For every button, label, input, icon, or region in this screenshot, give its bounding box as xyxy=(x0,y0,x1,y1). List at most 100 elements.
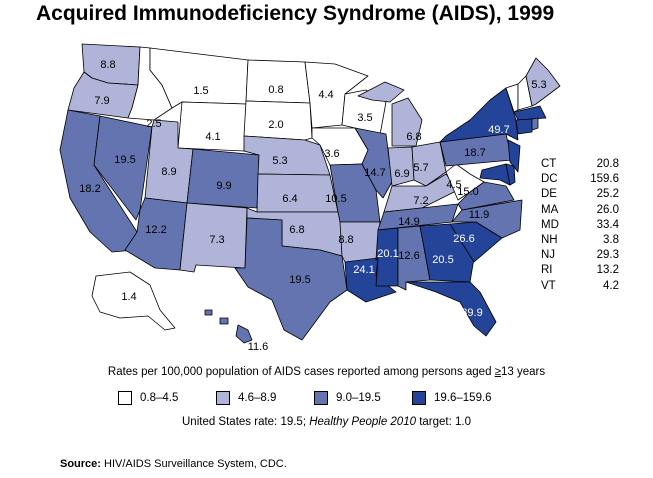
legend-item: 4.6–8.9 xyxy=(216,391,314,405)
state-label-va: 15.0 xyxy=(457,186,478,198)
caption-text: Rates per 100,000 population of AIDS cas… xyxy=(107,366,495,378)
state-value: 13.2 xyxy=(596,264,619,277)
state-de xyxy=(505,163,516,186)
state-label-ak: 1.4 xyxy=(121,291,136,303)
state-abbr: DE xyxy=(541,188,557,201)
caption-suffix: 13 years xyxy=(501,366,546,378)
state-label-la: 24.1 xyxy=(353,264,374,276)
state-fl xyxy=(405,281,497,337)
legend-label: 4.6–8.9 xyxy=(238,392,277,404)
state-abbr: RI xyxy=(541,264,553,277)
state-label-in: 6.9 xyxy=(394,168,409,180)
small-state-row: NJ 29.3 xyxy=(541,248,619,263)
small-state-row: DE 25.2 xyxy=(541,187,619,202)
small-state-row: MA 26.0 xyxy=(541,203,619,218)
small-state-row: RI 13.2 xyxy=(541,263,619,278)
state-nv xyxy=(93,115,153,221)
state-in xyxy=(387,146,415,187)
state-ma xyxy=(513,105,547,121)
source-text: HIV/AIDS Surveillance System, CDC. xyxy=(100,458,287,470)
legend-swatch xyxy=(216,391,230,405)
state-ak xyxy=(91,271,176,331)
legend-label: 19.6–159.6 xyxy=(434,392,492,404)
state-hi xyxy=(219,317,229,325)
state-value: 4.2 xyxy=(603,279,619,292)
state-mi xyxy=(357,81,405,103)
legend-item: 19.6–159.6 xyxy=(412,391,510,405)
state-me xyxy=(525,57,561,107)
state-nd xyxy=(245,59,311,104)
state-label-nv: 19.5 xyxy=(114,154,135,166)
state-nj xyxy=(507,139,521,173)
state-label-co: 9.9 xyxy=(216,180,231,192)
state-label-nd: 0.8 xyxy=(268,84,283,96)
state-value: 20.8 xyxy=(596,158,619,170)
state-label-ca: 18.2 xyxy=(79,183,100,195)
state-abbr: CT xyxy=(541,158,557,170)
legend: 0.8–4.5 4.6–8.9 9.0–19.5 19.6–159.6 xyxy=(118,391,510,405)
legend-swatch xyxy=(118,391,132,405)
state-ga xyxy=(419,223,475,283)
state-label-al: 12.6 xyxy=(398,250,419,262)
state-label-ne: 5.3 xyxy=(272,155,287,167)
state-co xyxy=(186,148,260,209)
source-note: Source: HIV/AIDS Surveillance System, CD… xyxy=(60,458,287,470)
state-hi xyxy=(235,324,253,344)
source-label: Source: xyxy=(60,458,101,470)
state-label-me: 5.3 xyxy=(531,79,546,91)
state-label-il: 14.7 xyxy=(364,167,385,179)
state-label-ia: 3.6 xyxy=(324,148,339,160)
state-label-fl: 39.9 xyxy=(461,307,482,319)
state-value: 26.0 xyxy=(596,203,619,216)
state-abbr: MD xyxy=(541,218,559,231)
target: target: 1.0 xyxy=(416,416,471,428)
state-label-ga: 20.5 xyxy=(432,254,453,266)
state-label-or: 7.9 xyxy=(94,95,109,107)
state-label-wv: 4.5 xyxy=(446,179,461,191)
state-sd xyxy=(243,100,313,141)
legend-item: 0.8–4.5 xyxy=(118,391,216,405)
state-value: 33.4 xyxy=(596,218,619,231)
state-abbr: MA xyxy=(541,203,559,216)
map-title: Acquired Immunodeficiency Syndrome (AIDS… xyxy=(36,2,555,25)
state-label-id: 2.5 xyxy=(146,118,161,130)
state-label-ky: 7.2 xyxy=(413,195,428,207)
state-ri xyxy=(531,117,539,131)
state-md xyxy=(479,163,511,186)
state-label-mt: 1.5 xyxy=(193,85,208,97)
state-abbr: NJ xyxy=(541,249,556,262)
state-label-oh: 5.7 xyxy=(413,162,428,174)
state-label-ut: 8.9 xyxy=(161,166,176,178)
state-abbr: DC xyxy=(541,173,558,186)
state-value: 25.2 xyxy=(596,188,619,201)
state-label-mi: 6.8 xyxy=(406,131,421,143)
small-state-row: NH 3.8 xyxy=(541,233,619,248)
state-label-mo: 10.5 xyxy=(325,193,346,205)
state-tx xyxy=(234,217,348,341)
state-abbr: NH xyxy=(541,234,558,247)
us-rate: United States rate: 19.5; xyxy=(182,416,310,428)
us-rate-note: United States rate: 19.5; Healthy People… xyxy=(0,416,653,428)
legend-label: 9.0–19.5 xyxy=(336,392,381,404)
legend-item: 9.0–19.5 xyxy=(314,391,412,405)
state-oh xyxy=(411,141,447,187)
small-state-row: CT 20.8 xyxy=(541,157,619,172)
legend-caption: Rates per 100,000 population of AIDS cas… xyxy=(0,366,653,378)
state-hi xyxy=(204,309,213,316)
state-label-mn: 4.4 xyxy=(318,89,333,101)
state-label-ny: 49.7 xyxy=(488,124,509,136)
state-label-nc: 11.9 xyxy=(469,209,490,221)
state-value: 29.3 xyxy=(596,249,619,262)
small-state-row: VT 4.2 xyxy=(541,279,619,294)
state-label-tx: 19.5 xyxy=(289,274,310,286)
state-label-wy: 4.1 xyxy=(205,131,220,143)
state-label-az: 12.2 xyxy=(145,224,166,236)
state-label-ar: 8.8 xyxy=(338,234,353,246)
state-label-wa: 8.8 xyxy=(100,59,115,71)
state-label-ms: 20.1 xyxy=(377,248,398,260)
state-label-wi: 3.5 xyxy=(357,112,372,124)
state-abbr: VT xyxy=(541,279,556,292)
state-wy xyxy=(177,101,247,152)
state-ct xyxy=(515,118,533,135)
